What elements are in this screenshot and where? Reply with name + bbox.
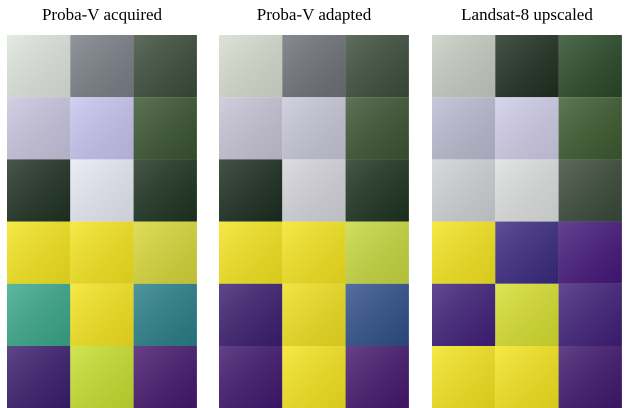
tile-shading [7, 159, 70, 221]
panel-title: Landsat-8 upscaled [461, 5, 593, 24]
figure: Proba-V acquired Proba-V adapted Landsat… [0, 0, 626, 408]
panel-title: Proba-V adapted [257, 5, 372, 24]
tile-shading [219, 284, 282, 346]
tile-shading [282, 97, 345, 159]
tile-shading [282, 35, 345, 97]
tile-shading [346, 97, 409, 159]
tile-shading [495, 97, 558, 159]
tile-shading [346, 346, 409, 408]
tile-shading [219, 159, 282, 221]
tile-shading [432, 159, 495, 221]
tile-shading [134, 222, 197, 284]
tile-shading [7, 284, 70, 346]
tile-shading [134, 284, 197, 346]
tile-shading [7, 97, 70, 159]
tile-shading [282, 346, 345, 408]
tile-shading [346, 35, 409, 97]
tile-shading [70, 159, 133, 221]
tile-shading [7, 35, 70, 97]
tile-shading [432, 284, 495, 346]
tile-shading [559, 222, 622, 284]
tile-shading [70, 222, 133, 284]
tile-shading [219, 35, 282, 97]
tile-shading [432, 346, 495, 408]
tile-shading [7, 346, 70, 408]
tile-shading [70, 35, 133, 97]
tile-shading [7, 222, 70, 284]
tile-shading [495, 222, 558, 284]
tile-shading [70, 284, 133, 346]
tile-shading [559, 35, 622, 97]
tile-shading [432, 97, 495, 159]
panel-title: Proba-V acquired [42, 5, 163, 24]
tile-shading [219, 346, 282, 408]
tile-shading [282, 284, 345, 346]
tile-shading [559, 284, 622, 346]
tile-shading [134, 35, 197, 97]
tile-shading [134, 159, 197, 221]
tile-shading [346, 159, 409, 221]
tile-shading [559, 346, 622, 408]
tile-shading [495, 35, 558, 97]
tile-shading [346, 284, 409, 346]
tile-shading [134, 97, 197, 159]
tile-shading [282, 159, 345, 221]
tile-shading [219, 222, 282, 284]
tile-shading [346, 222, 409, 284]
tile-shading [432, 35, 495, 97]
tile-shading [432, 222, 495, 284]
tile-shading [219, 97, 282, 159]
tile-shading [495, 159, 558, 221]
tile-shading [559, 97, 622, 159]
tile-shading [495, 346, 558, 408]
tile-shading [495, 284, 558, 346]
tile-shading [282, 222, 345, 284]
tile-shading [70, 346, 133, 408]
tile-shading [559, 159, 622, 221]
tile-shading [134, 346, 197, 408]
page: Proba-V acquired Proba-V adapted Landsat… [0, 0, 626, 408]
tile-shading [70, 97, 133, 159]
